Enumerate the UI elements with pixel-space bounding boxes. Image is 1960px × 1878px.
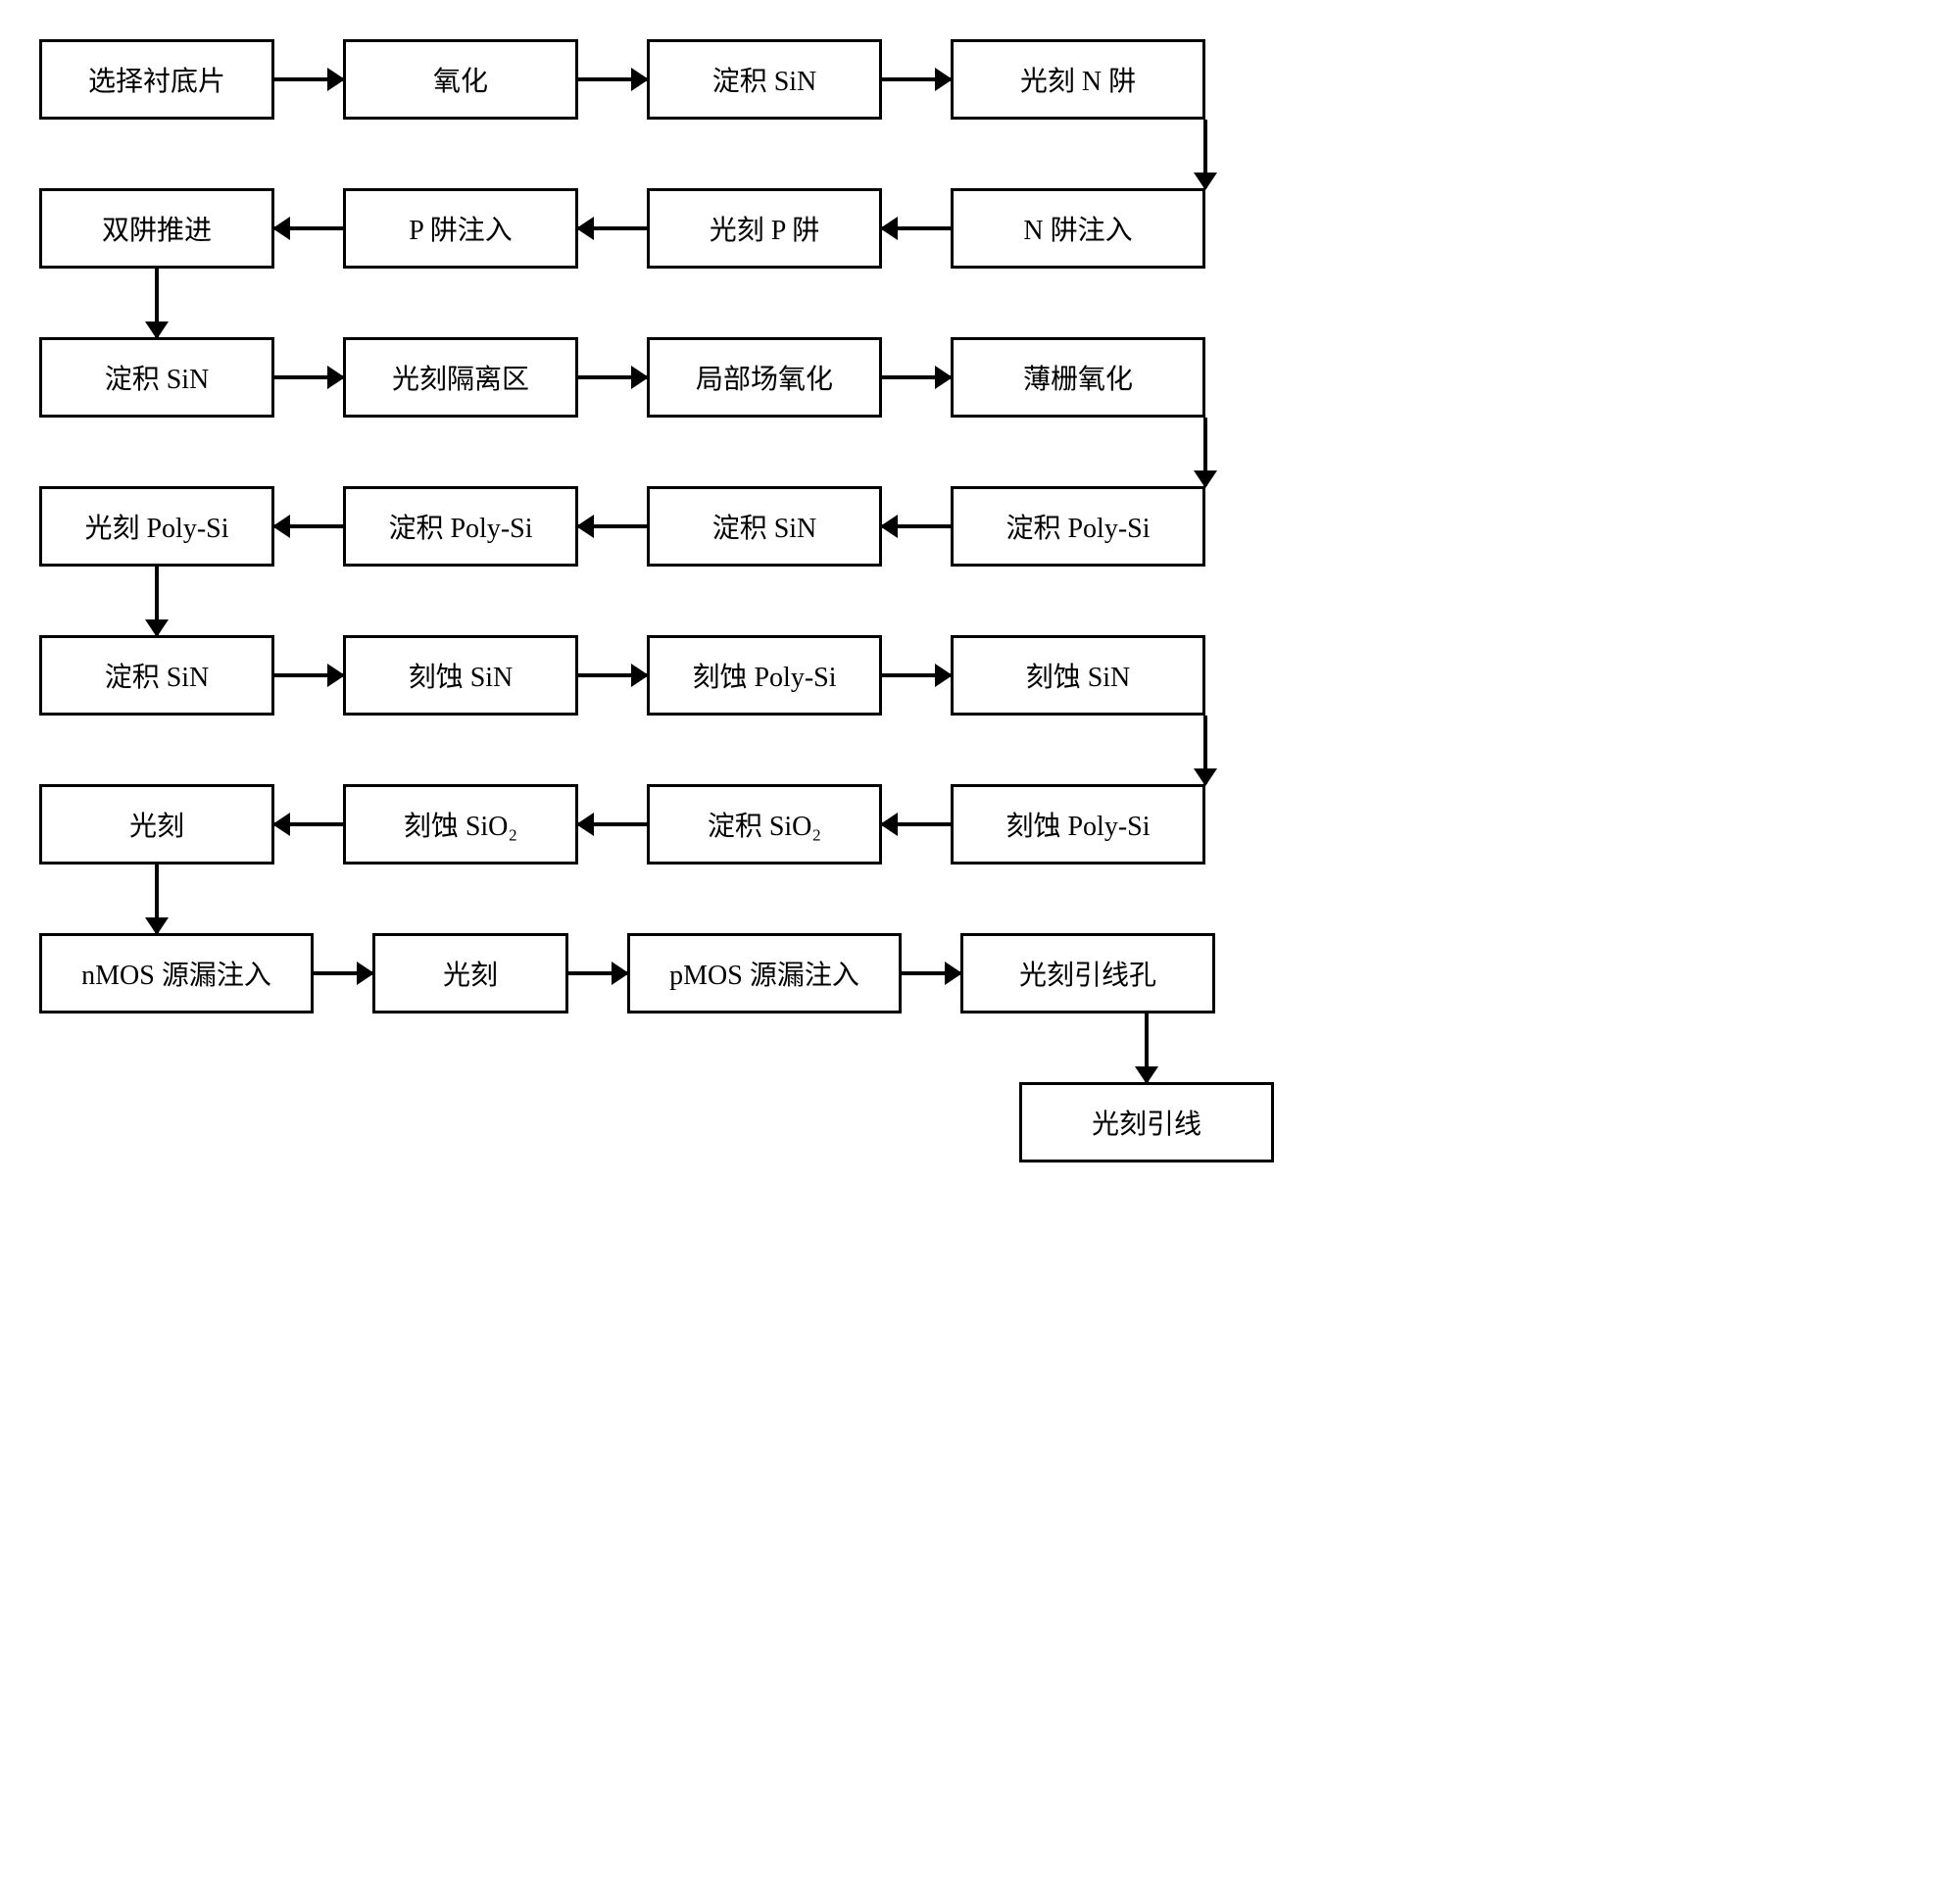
arrow-left [882, 226, 951, 230]
node-oxidation: 氧化 [343, 39, 578, 120]
node-litho: 光刻 [39, 784, 274, 865]
node-twin-well-drive: 双阱推进 [39, 188, 274, 269]
arrow-right [274, 673, 343, 677]
arrow-left [578, 524, 647, 528]
flow-vconnector-3 [39, 418, 1921, 486]
node-litho-2: 光刻 [372, 933, 568, 1013]
arrow-right [274, 375, 343, 379]
arrow-down [1019, 1013, 1274, 1082]
flow-row-2: 双阱推进 P 阱注入 光刻 P 阱 N 阱注入 [39, 188, 1921, 269]
arrow-down [39, 269, 274, 337]
node-nmos-sd-implant: nMOS 源漏注入 [39, 933, 314, 1013]
node-deposit-polysi-2: 淀积 Poly-Si [343, 486, 578, 567]
flow-row-3: 淀积 SiN 光刻隔离区 局部场氧化 薄栅氧化 [39, 337, 1921, 418]
arrow-left [578, 822, 647, 826]
flow-row-7: nMOS 源漏注入 光刻 pMOS 源漏注入 光刻引线孔 [39, 933, 1921, 1013]
arrow-left [274, 524, 343, 528]
node-deposit-sin-2: 淀积 SiN [39, 337, 274, 418]
node-litho-isolation: 光刻隔离区 [343, 337, 578, 418]
flow-vconnector-2 [39, 269, 1921, 337]
flow-vconnector-1 [39, 120, 1921, 188]
process-flowchart: 选择衬底片 氧化 淀积 SiN 光刻 N 阱 双阱推进 P 阱注入 光刻 P 阱… [39, 39, 1921, 1162]
arrow-left [882, 524, 951, 528]
flow-row-5: 淀积 SiN 刻蚀 SiN 刻蚀 Poly-Si 刻蚀 SiN [39, 635, 1921, 716]
node-thin-gate-ox: 薄栅氧化 [951, 337, 1205, 418]
arrow-right [902, 971, 960, 975]
arrow-right [882, 673, 951, 677]
flow-row-1: 选择衬底片 氧化 淀积 SiN 光刻 N 阱 [39, 39, 1921, 120]
arrow-down [1078, 716, 1333, 784]
arrow-down [1078, 418, 1333, 486]
node-litho-pwell: 光刻 P 阱 [647, 188, 882, 269]
node-etch-sio2: 刻蚀 SiO₂ [343, 784, 578, 865]
node-deposit-sin: 淀积 SiN [647, 39, 882, 120]
node-etch-polysi-2: 刻蚀 Poly-Si [951, 784, 1205, 865]
flow-vconnector-6 [39, 865, 1921, 933]
node-etch-sin: 刻蚀 SiN [343, 635, 578, 716]
arrow-left [274, 226, 343, 230]
arrow-right [314, 971, 372, 975]
node-litho-nwell: 光刻 N 阱 [951, 39, 1205, 120]
node-pwell-implant: P 阱注入 [343, 188, 578, 269]
node-deposit-polysi: 淀积 Poly-Si [951, 486, 1205, 567]
arrow-left [578, 226, 647, 230]
arrow-left [274, 822, 343, 826]
arrow-right [568, 971, 627, 975]
flow-row-8: 光刻引线 [39, 1082, 1921, 1162]
arrow-left [882, 822, 951, 826]
flow-vconnector-7 [39, 1013, 1921, 1082]
node-etch-polysi: 刻蚀 Poly-Si [647, 635, 882, 716]
arrow-right [882, 77, 951, 81]
node-deposit-sin-4: 淀积 SiN [39, 635, 274, 716]
arrow-right [274, 77, 343, 81]
node-pmos-sd-implant: pMOS 源漏注入 [627, 933, 902, 1013]
node-etch-sin-2: 刻蚀 SiN [951, 635, 1205, 716]
node-litho-metal: 光刻引线 [1019, 1082, 1274, 1162]
flow-vconnector-4 [39, 567, 1921, 635]
arrow-down [39, 567, 274, 635]
arrow-right [578, 673, 647, 677]
node-locos: 局部场氧化 [647, 337, 882, 418]
flow-row-4: 光刻 Poly-Si 淀积 Poly-Si 淀积 SiN 淀积 Poly-Si [39, 486, 1921, 567]
arrow-right [578, 375, 647, 379]
node-litho-via: 光刻引线孔 [960, 933, 1215, 1013]
flow-vconnector-5 [39, 716, 1921, 784]
node-deposit-sio2: 淀积 SiO₂ [647, 784, 882, 865]
arrow-right [578, 77, 647, 81]
arrow-right [882, 375, 951, 379]
arrow-down [1078, 120, 1333, 188]
arrow-down [39, 865, 274, 933]
node-select-substrate: 选择衬底片 [39, 39, 274, 120]
node-deposit-sin-3: 淀积 SiN [647, 486, 882, 567]
node-litho-polysi: 光刻 Poly-Si [39, 486, 274, 567]
flow-row-6: 光刻 刻蚀 SiO₂ 淀积 SiO₂ 刻蚀 Poly-Si [39, 784, 1921, 865]
node-nwell-implant: N 阱注入 [951, 188, 1205, 269]
